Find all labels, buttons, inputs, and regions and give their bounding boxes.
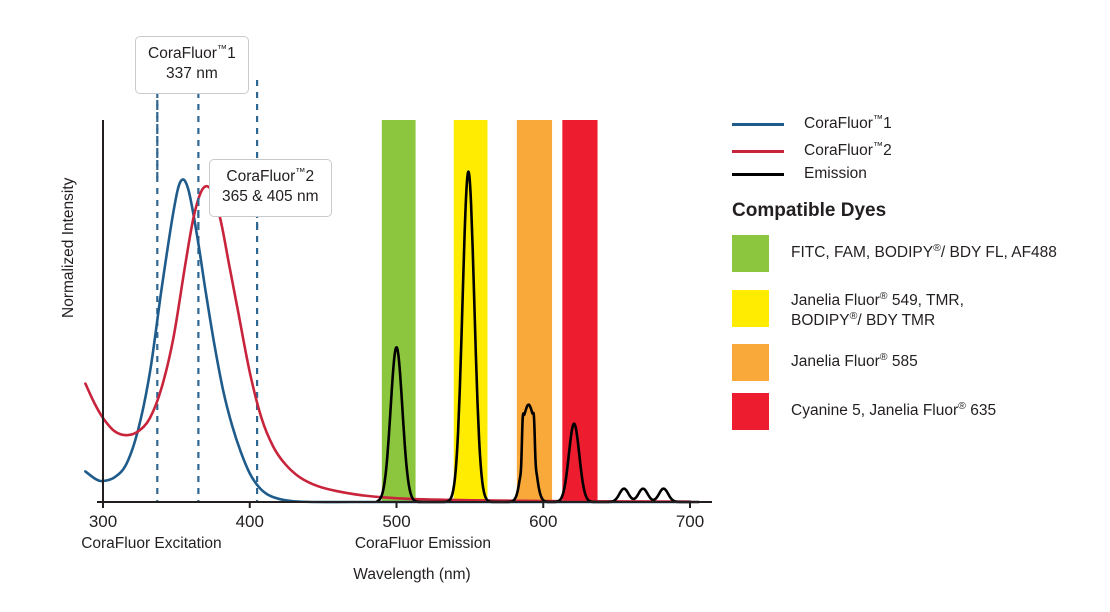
dye-label-1: FITC, FAM, BODIPY®/ BDY FL, AF488 xyxy=(791,235,1057,263)
legend-series-label-1: CoraFluor™1 xyxy=(804,113,892,133)
dye-label-4-line-1: Cyanine 5, Janelia Fluor® 635 xyxy=(791,401,996,421)
callout-corafluor-2: CoraFluor™2 365 & 405 nm xyxy=(209,159,332,217)
series-curve-2 xyxy=(84,184,692,503)
legend-series-label-tm-2: ™ xyxy=(872,140,884,152)
legend-series-label-main-3: Emission xyxy=(804,165,867,182)
dye-registered-mark-3-1: ® xyxy=(879,350,888,363)
dye-color-swatch-2 xyxy=(732,290,769,327)
red-band xyxy=(562,120,598,502)
legend-series-label-3: Emission xyxy=(804,165,867,183)
dye-color-swatch-4 xyxy=(732,393,769,430)
dye-text-2-2a: BODIPY xyxy=(791,311,850,329)
dye-row-2: Janelia Fluor® 549, TMR, BODIPY®/ BDY TMR xyxy=(732,290,964,331)
legend-series-row-2: CoraFluor™2 xyxy=(732,140,892,160)
legend-line-swatch-2 xyxy=(732,149,784,153)
callout-1-value: 337 nm xyxy=(166,65,218,83)
dye-registered-mark-4-1: ® xyxy=(958,399,966,412)
dye-label-3: Janelia Fluor® 585 xyxy=(791,344,918,372)
dye-registered-mark-2-1: ® xyxy=(879,289,888,302)
callout-2-title: CoraFluor™2 xyxy=(226,166,315,185)
dye-label-4: Cyanine 5, Janelia Fluor® 635 xyxy=(791,393,996,421)
dye-row-3: Janelia Fluor® 585 xyxy=(732,344,918,381)
dye-registered-mark-1-1: ® xyxy=(933,241,941,254)
dye-text-2-1a: Janelia Fluor xyxy=(791,292,880,309)
dye-row-4: Cyanine 5, Janelia Fluor® 635 xyxy=(732,393,996,430)
legend-series-label-main-1: CoraFluor xyxy=(804,115,873,132)
dye-text-2-2b: / BDY TMR xyxy=(857,311,936,329)
excitation-range-label: CoraFluor Excitation xyxy=(81,535,222,552)
spectra-plot xyxy=(84,80,712,508)
legend-panel: CoraFluor™1 CoraFluor™2 Emission Compatibl… xyxy=(728,0,1110,612)
legend-line-swatch-1 xyxy=(732,122,784,126)
dye-text-4-1a: Cyanine 5, Janelia Fluor xyxy=(791,402,959,419)
x-tick-label-600: 600 xyxy=(529,512,558,531)
dye-text-1-1b: / BDY FL, AF488 xyxy=(940,244,1057,261)
legend-series-label-num-2: 2 xyxy=(883,142,892,159)
chart-panel: Normalized Intensity Wavelength (nm) 300… xyxy=(60,36,712,583)
compatible-dyes-heading: Compatible Dyes xyxy=(732,200,887,221)
y-axis-title: Normalized Intensity xyxy=(60,177,77,318)
dye-label-3-line-1: Janelia Fluor® 585 xyxy=(791,352,918,372)
dye-label-2-line-2: BODIPY®/ BDY TMR xyxy=(791,309,964,331)
legend-series-label-main-2: CoraFluor xyxy=(804,142,873,159)
dye-text-1-1a: FITC, FAM, BODIPY xyxy=(791,244,934,261)
callout-1-title: CoraFluor™1 xyxy=(148,43,236,62)
dye-color-swatch-3 xyxy=(732,344,769,381)
dye-text-3-1a: Janelia Fluor xyxy=(791,353,880,370)
x-axis-title: Wavelength (nm) xyxy=(353,566,471,583)
dye-text-2-1b: 549, TMR, xyxy=(887,292,964,309)
legend-series-label-num-1: 1 xyxy=(883,115,892,132)
x-tick-label-500: 500 xyxy=(382,512,411,531)
x-tick-label-300: 300 xyxy=(88,512,118,531)
legend-series-row-1: CoraFluor™1 xyxy=(732,113,892,133)
emission-range-label: CoraFluor Emission xyxy=(354,535,491,552)
x-tick-label-700: 700 xyxy=(675,512,705,531)
callout-corafluor-1: CoraFluor™1 337 nm xyxy=(135,36,249,94)
dye-text-3-1b: 585 xyxy=(887,353,918,370)
callout-2-value: 365 & 405 nm xyxy=(222,188,319,206)
legend-series-label-tm-1: ™ xyxy=(872,113,884,125)
dye-text-4-1b: 635 xyxy=(965,402,997,419)
legend-line-swatch-3 xyxy=(732,172,784,176)
x-tick-label-400: 400 xyxy=(235,512,264,531)
dye-row-1: FITC, FAM, BODIPY®/ BDY FL, AF488 xyxy=(732,235,1057,272)
dye-registered-mark-2-2: ® xyxy=(849,309,858,322)
dye-label-2-line-1: Janelia Fluor® 549, TMR, xyxy=(791,291,964,311)
legend-series-label-2: CoraFluor™2 xyxy=(804,140,892,160)
dye-label-1-line-1: FITC, FAM, BODIPY®/ BDY FL, AF488 xyxy=(791,243,1057,263)
dye-color-swatch-1 xyxy=(732,235,769,272)
dye-label-2: Janelia Fluor® 549, TMR, BODIPY®/ BDY TMR xyxy=(791,290,964,331)
legend-series-row-3: Emission xyxy=(732,165,867,183)
